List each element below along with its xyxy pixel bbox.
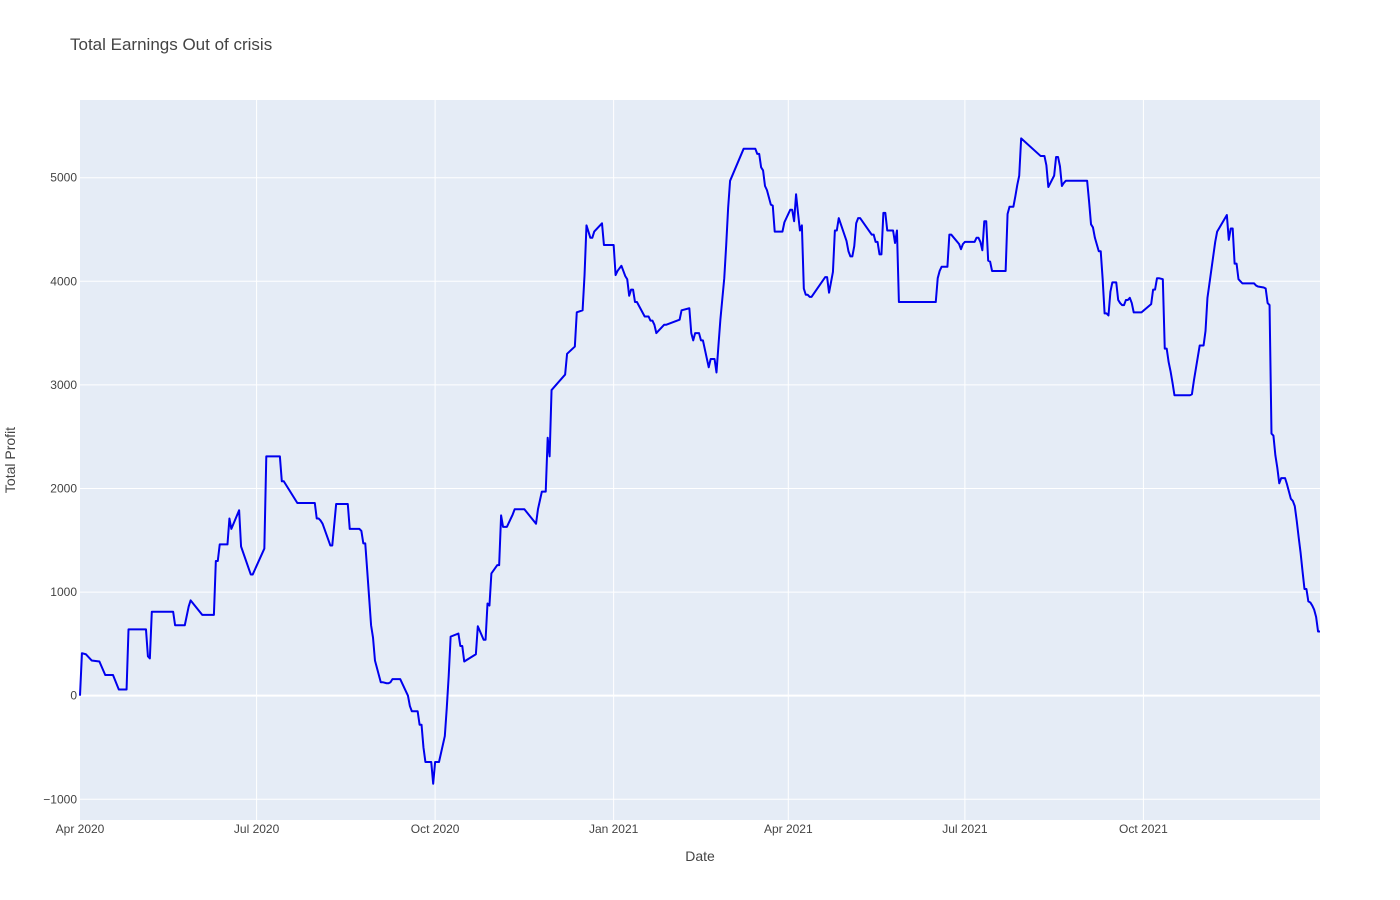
y-tick-label: 3000	[50, 378, 77, 392]
x-tick-label: Apr 2021	[764, 822, 813, 836]
y-tick-label: 2000	[50, 481, 77, 495]
x-axis-title: Date	[685, 848, 715, 864]
x-tick-label: Apr 2020	[56, 822, 105, 836]
y-tick-label: 4000	[50, 274, 77, 288]
y-tick-label: −1000	[43, 792, 77, 806]
series-line	[79, 137, 1320, 785]
x-tick-label: Oct 2020	[411, 822, 460, 836]
y-tick-label: 0	[70, 689, 77, 703]
series-group	[79, 137, 1320, 785]
y-axis-title: Total Profit	[2, 427, 18, 493]
y-tick-label: 1000	[50, 585, 77, 599]
y-tick-labels: −1000 0 1000 2000 3000 4000 5000	[43, 171, 77, 807]
x-tick-label: Jul 2020	[234, 822, 280, 836]
x-tick-label: Oct 2021	[1119, 822, 1168, 836]
plot-background	[80, 100, 1320, 820]
y-gridlines	[80, 177, 1320, 800]
x-gridlines	[256, 100, 1144, 820]
x-tick-label: Jul 2021	[942, 822, 988, 836]
x-tick-label: Jan 2021	[589, 822, 639, 836]
x-tick-labels: Apr 2020 Jul 2020 Oct 2020 Jan 2021 Apr 2021…	[56, 822, 1168, 836]
chart-title: Total Earnings Out of crisis	[70, 35, 272, 54]
y-tick-label: 5000	[50, 171, 77, 185]
